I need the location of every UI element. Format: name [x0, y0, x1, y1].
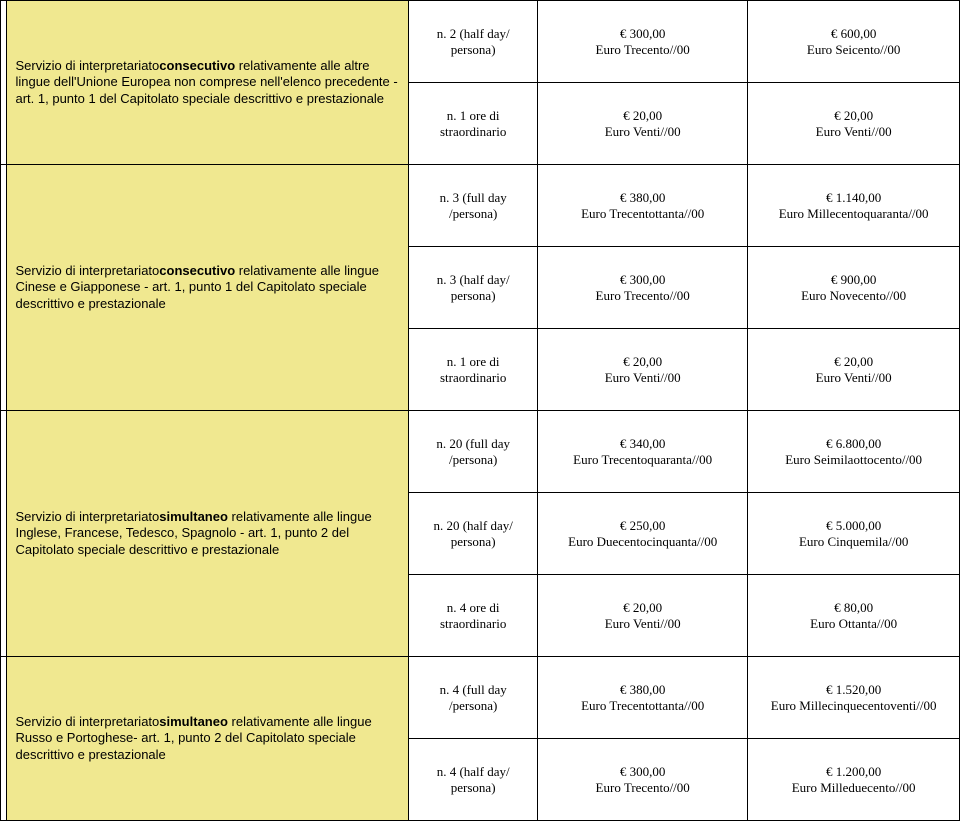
unit-price-cell: € 380,00 Euro Trecentottanta//00 [538, 657, 748, 739]
unit-price-cell: € 20,00 Euro Venti//00 [538, 329, 748, 411]
pricing-table: Servizio di interpretariatoconsecutivo r… [0, 0, 960, 821]
service-description: Servizio di interpretariatosimultaneo re… [7, 657, 409, 821]
table-row: Servizio di interpretariatosimultaneo re… [1, 657, 960, 739]
service-description: Servizio di interpretariatosimultaneo re… [7, 411, 409, 657]
total-price-cell: € 1.140,00 Euro Millecentoquaranta//00 [748, 165, 960, 247]
unit-price-cell: € 20,00 Euro Venti//00 [538, 83, 748, 165]
table-row: Servizio di interpretariatoconsecutivo r… [1, 165, 960, 247]
desc-bold: simultaneo [159, 509, 228, 524]
quantity-cell: n. 1 ore di straordinario [409, 329, 538, 411]
desc-pre: Servizio di interpretariato [15, 263, 159, 278]
total-price-cell: € 600,00 Euro Seicento//00 [748, 1, 960, 83]
desc-bold: consecutivo [159, 58, 235, 73]
unit-price-cell: € 340,00 Euro Trecentoquaranta//00 [538, 411, 748, 493]
quantity-cell: n. 3 (half day/ persona) [409, 247, 538, 329]
service-description: Servizio di interpretariatoconsecutivo r… [7, 165, 409, 411]
total-price-cell: € 20,00 Euro Venti//00 [748, 83, 960, 165]
table-row: Servizio di interpretariatoconsecutivo r… [1, 1, 960, 83]
quantity-cell: n. 4 ore di straordinario [409, 575, 538, 657]
quantity-cell: n. 4 (half day/ persona) [409, 739, 538, 821]
unit-price-cell: € 250,00 Euro Duecentocinquanta//00 [538, 493, 748, 575]
quantity-cell: n. 1 ore di straordinario [409, 83, 538, 165]
table-row: Servizio di interpretariatosimultaneo re… [1, 411, 960, 493]
desc-pre: Servizio di interpretariato [15, 58, 159, 73]
total-price-cell: € 900,00 Euro Novecento//00 [748, 247, 960, 329]
unit-price-cell: € 20,00 Euro Venti//00 [538, 575, 748, 657]
quantity-cell: n. 20 (half day/ persona) [409, 493, 538, 575]
quantity-cell: n. 2 (half day/ persona) [409, 1, 538, 83]
total-price-cell: € 1.520,00 Euro Millecinquecentoventi//0… [748, 657, 960, 739]
total-price-cell: € 1.200,00 Euro Milleduecento//00 [748, 739, 960, 821]
total-price-cell: € 20,00 Euro Venti//00 [748, 329, 960, 411]
unit-price-cell: € 300,00 Euro Trecento//00 [538, 739, 748, 821]
desc-bold: simultaneo [159, 714, 228, 729]
desc-pre: Servizio di interpretariato [15, 714, 159, 729]
unit-price-cell: € 380,00 Euro Trecentottanta//00 [538, 165, 748, 247]
total-price-cell: € 6.800,00 Euro Seimilaottocento//00 [748, 411, 960, 493]
unit-price-cell: € 300,00 Euro Trecento//00 [538, 247, 748, 329]
desc-pre: Servizio di interpretariato [15, 509, 159, 524]
quantity-cell: n. 3 (full day /persona) [409, 165, 538, 247]
service-description: Servizio di interpretariatoconsecutivo r… [7, 1, 409, 165]
quantity-cell: n. 20 (full day /persona) [409, 411, 538, 493]
unit-price-cell: € 300,00 Euro Trecento//00 [538, 1, 748, 83]
desc-bold: consecutivo [159, 263, 235, 278]
quantity-cell: n. 4 (full day /persona) [409, 657, 538, 739]
total-price-cell: € 80,00 Euro Ottanta//00 [748, 575, 960, 657]
total-price-cell: € 5.000,00 Euro Cinquemila//00 [748, 493, 960, 575]
